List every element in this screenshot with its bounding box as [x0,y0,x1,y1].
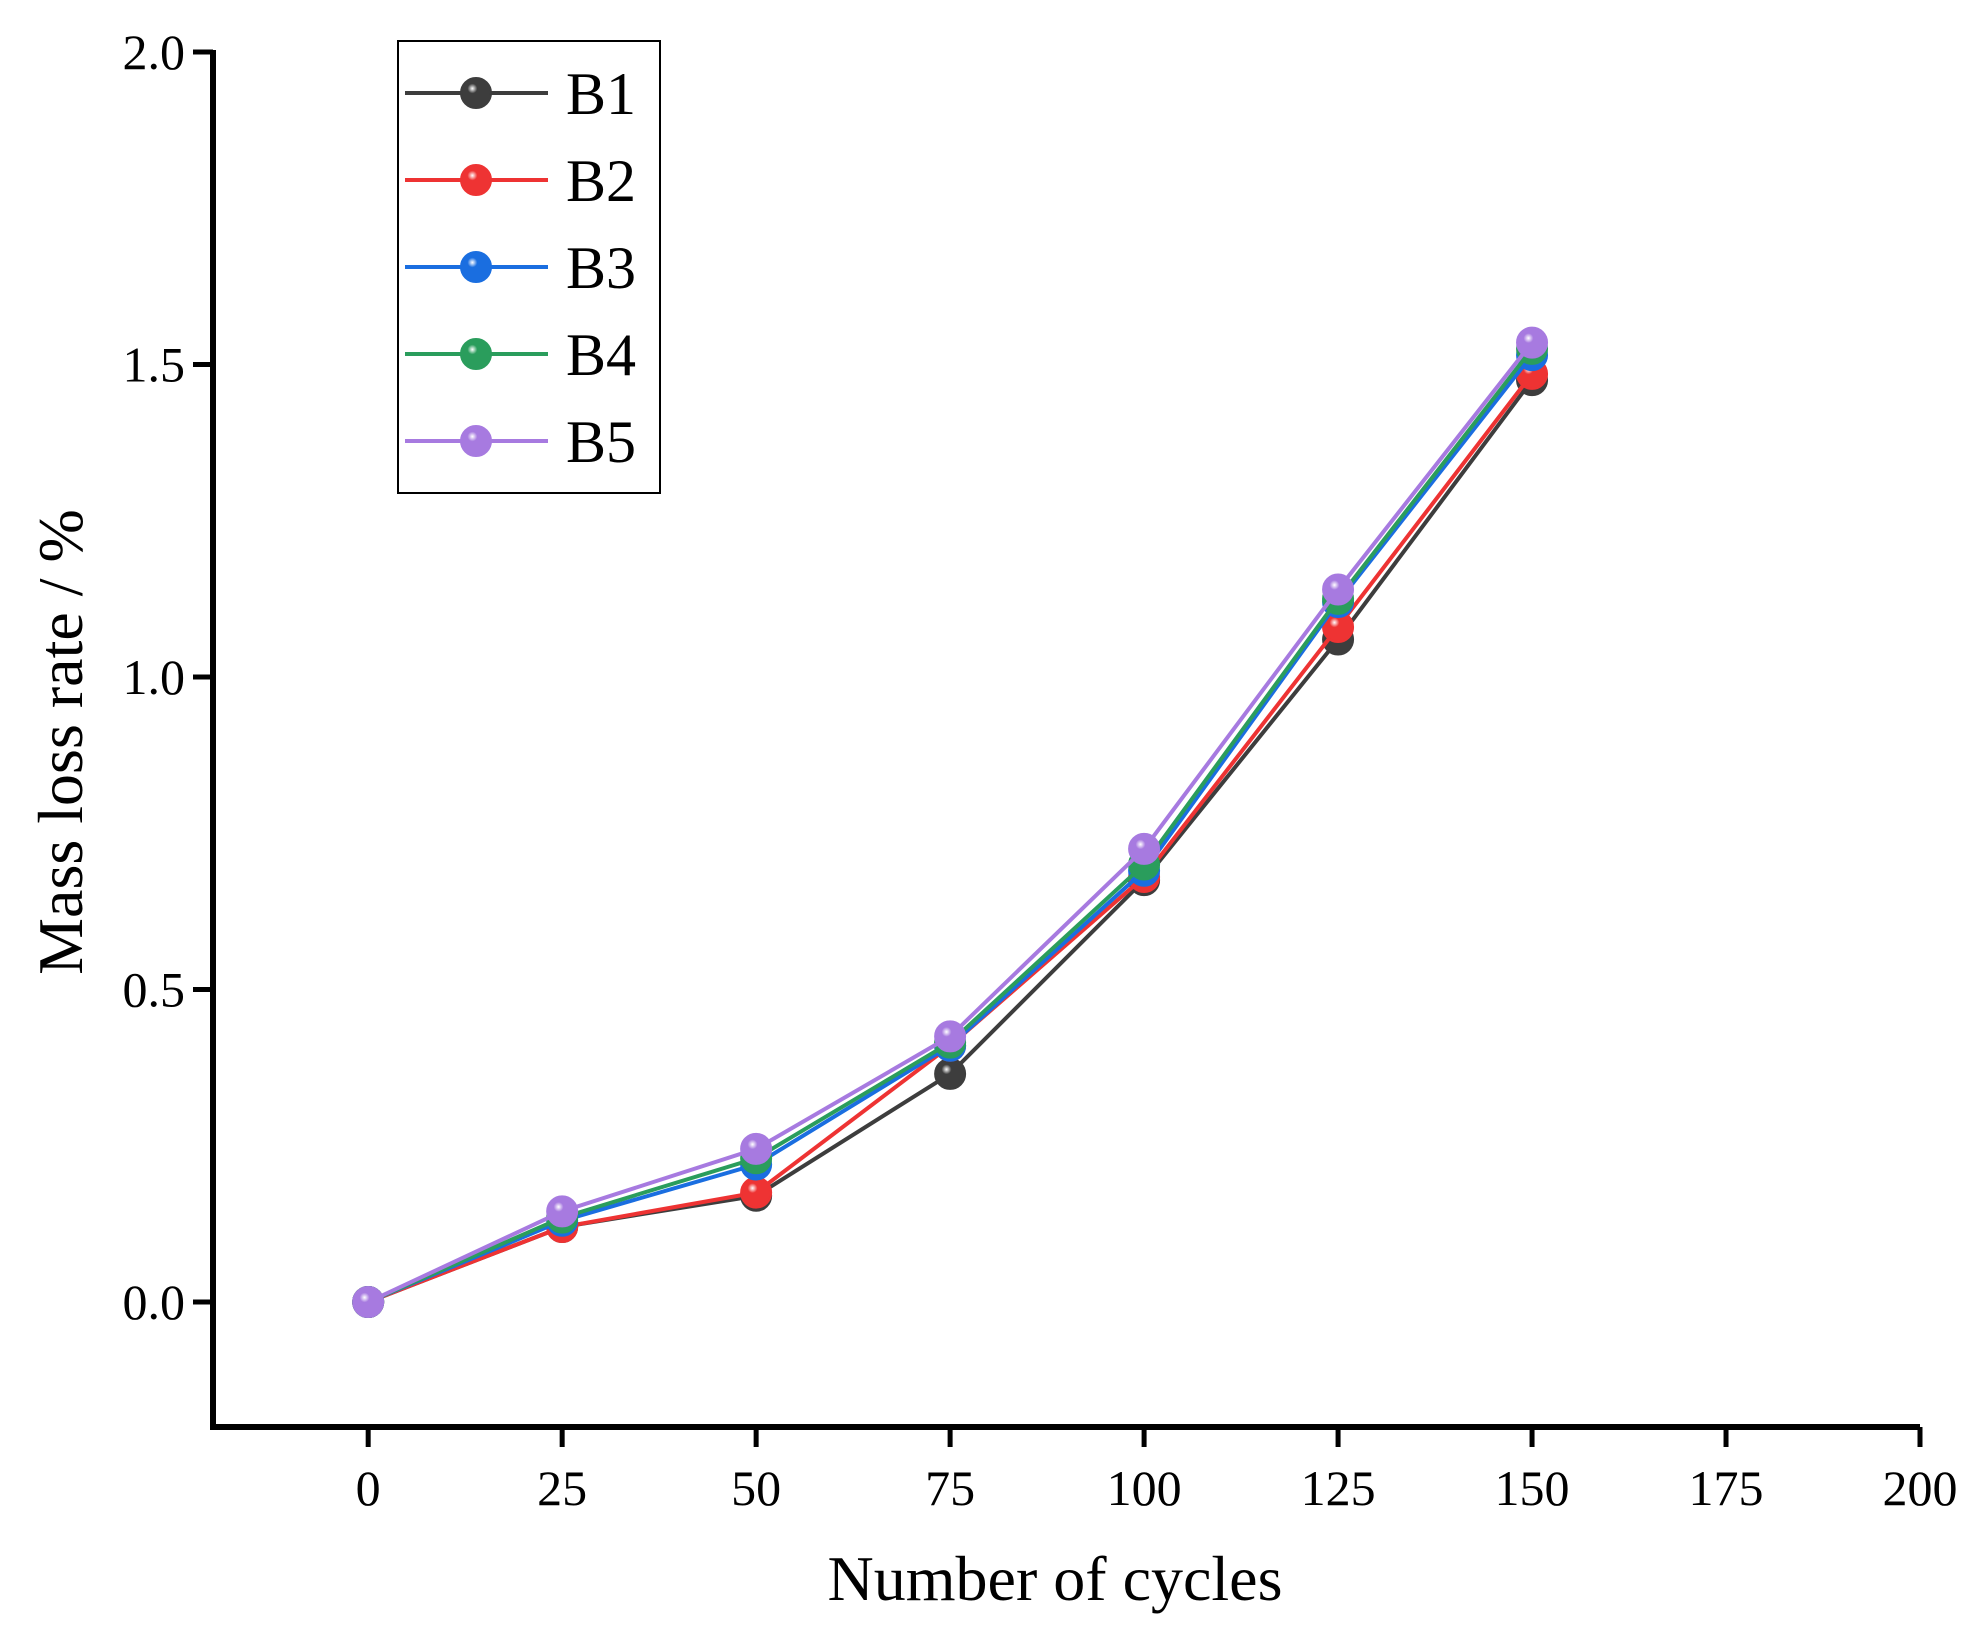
legend-label: B5 [566,409,636,475]
x-axis-title: Number of cycles [828,1543,1283,1614]
data-point [352,1286,385,1318]
x-ticks: 0 25 50 75 100 125 150 175 200 [356,1427,1958,1516]
legend-marker [460,425,492,457]
y-tick-label: 1.0 [123,649,186,705]
data-point [1516,326,1549,359]
x-tick-label: 100 [1107,1460,1182,1516]
y-tick-label: 2.0 [123,24,186,80]
x-tick-label: 0 [356,1460,381,1516]
legend-label: B4 [566,322,636,388]
legend-label: B3 [566,235,636,301]
data-point [546,1195,579,1228]
data-point [740,1176,773,1209]
series-b1 [352,364,1549,1318]
series-line [367,378,1534,1304]
legend-label: B1 [566,61,636,127]
series-b2 [352,357,1549,1318]
x-tick-label: 125 [1301,1460,1376,1516]
y-ticks: 0.0 0.5 1.0 1.5 2.0 [123,24,213,1330]
y-tick-label: 1.5 [123,337,186,393]
x-tick-label: 50 [731,1460,781,1516]
x-tick-label: 175 [1689,1460,1764,1516]
x-tick-label: 200 [1883,1460,1958,1516]
data-point [934,1057,967,1090]
data-point [1128,832,1161,865]
legend-item-b5: B5 [405,409,636,475]
series-b5 [352,326,1549,1318]
legend-item-b3: B3 [405,235,636,301]
legend-marker [460,338,492,370]
series-line [367,372,1534,1304]
legend-item-b4: B4 [405,322,636,388]
y-axis-title: Mass loss rate / % [25,509,96,975]
y-tick-label: 0.0 [123,1274,186,1330]
data-point [934,1020,967,1053]
axes [210,50,1920,1430]
data-point [740,1132,773,1165]
legend-item-b1: B1 [405,61,636,127]
series-layer [352,326,1549,1318]
legend-item-b2: B2 [405,148,636,214]
legend: B1 B2 B3 B4 B5 [397,40,661,494]
y-tick-label: 0.5 [123,962,186,1018]
legend-marker [460,164,492,196]
legend-marker [460,77,492,109]
legend-label: B2 [566,148,636,214]
legend-marker [460,251,492,283]
x-tick-label: 25 [537,1460,587,1516]
data-point [1322,573,1355,606]
series-line [367,353,1534,1304]
x-tick-label: 75 [925,1460,975,1516]
x-tick-label: 150 [1495,1460,1570,1516]
